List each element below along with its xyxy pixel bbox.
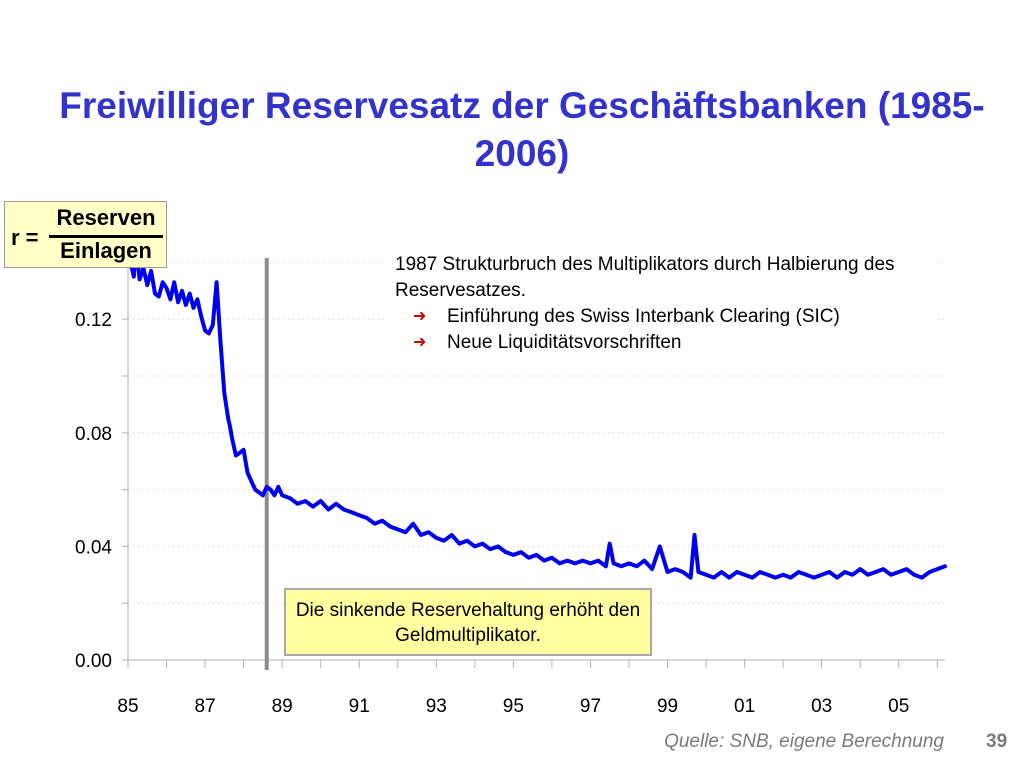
x-tick-label: 93: [426, 696, 447, 717]
formula-numerator: Reserven: [56, 205, 156, 230]
y-tick-label: 0.08: [75, 424, 112, 445]
slide-title: Freiwilliger Reservesatz der Geschäftsba…: [59, 85, 985, 174]
annotation-bullet: ➜ Neue Liquiditätsvorschriften: [395, 330, 925, 356]
annotation-bullet-text: Einführung des Swiss Interbank Clearing …: [447, 306, 840, 327]
x-tick-label: 85: [117, 696, 138, 717]
formula-lhs: r =: [11, 225, 39, 250]
formula-denominator: Einlagen: [60, 238, 152, 263]
x-tick-label: 97: [580, 696, 601, 717]
annotation-text: 1987 Strukturbruch des Multiplikators du…: [395, 254, 895, 301]
x-tick-label: 89: [272, 696, 293, 717]
structural-break-annotation: 1987 Strukturbruch des Multiplikators du…: [385, 248, 935, 360]
x-tick-label: 91: [349, 696, 370, 717]
callout-box: Die sinkende Reservehaltung erhöht den G…: [284, 588, 652, 656]
right-arrow-icon: ➜: [413, 308, 427, 325]
reserve-ratio-series: [126, 243, 947, 580]
x-tick-label: 87: [195, 696, 216, 717]
x-tick-label: 01: [734, 696, 755, 717]
x-tick-label: 95: [503, 696, 524, 717]
x-tick-label: 05: [888, 696, 909, 717]
annotation-bullet: ➜ Einführung des Swiss Interbank Clearin…: [395, 304, 925, 330]
reserve-ratio-formula: r = Reserven Einlagen: [4, 201, 167, 268]
x-tick-label: 99: [657, 696, 678, 717]
page-number: 39: [986, 731, 1008, 752]
fraction-bar: [49, 235, 163, 238]
source-note: Quelle: SNB, eigene Berechnung: [664, 731, 944, 752]
x-tick-label: 03: [811, 696, 832, 717]
right-arrow-icon: ➜: [413, 334, 427, 351]
y-tick-label: 0.12: [75, 310, 112, 331]
y-tick-label: 0.00: [75, 651, 112, 672]
y-tick-label: 0.04: [75, 537, 112, 558]
annotation-bullet-text: Neue Liquiditätsvorschriften: [447, 332, 682, 353]
